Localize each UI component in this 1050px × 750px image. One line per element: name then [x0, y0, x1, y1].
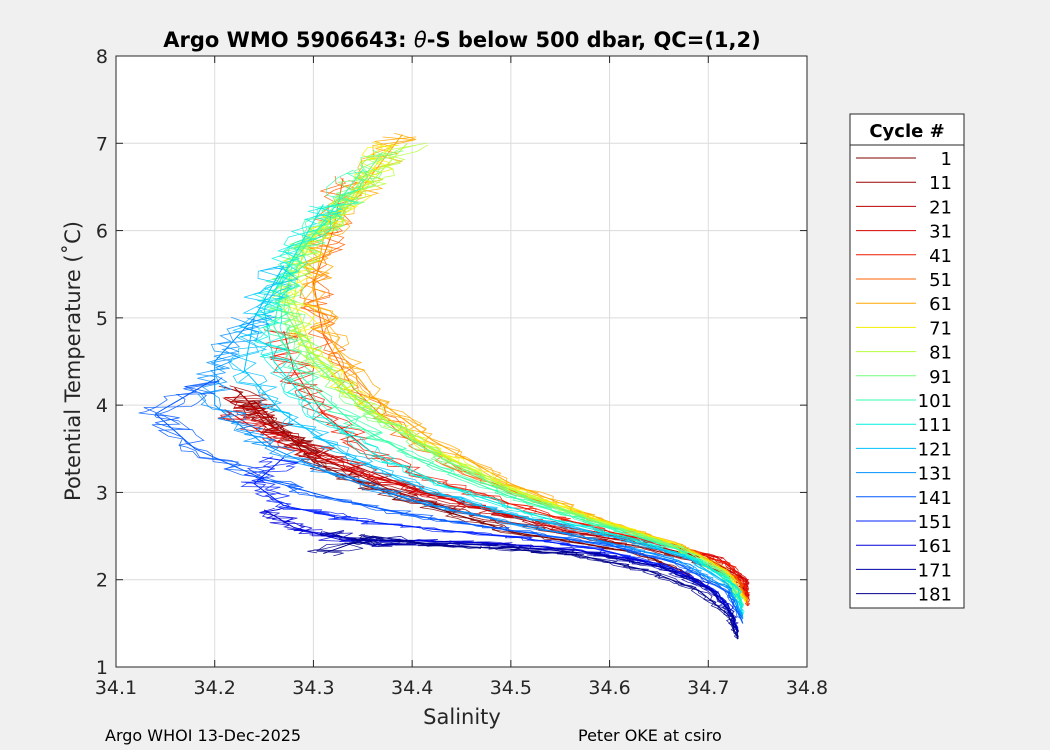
x-tick-label: 34.6	[588, 677, 630, 699]
legend-label: 41	[929, 246, 952, 267]
chart-title: Argo WMO 5906643: θ-S below 500 dbar, QC…	[163, 28, 760, 52]
y-tick-label: 6	[96, 221, 108, 243]
legend-entries: 1112131415161718191101111121131141151161…	[856, 149, 952, 606]
legend-label: 11	[929, 173, 952, 194]
x-tick-label: 34.4	[391, 677, 433, 699]
y-tick-label: 5	[96, 308, 108, 330]
footer-author: Peter OKE at csiro	[578, 726, 722, 745]
series-line-19	[307, 535, 739, 640]
legend-title: Cycle #	[869, 121, 944, 142]
legend-label: 111	[918, 415, 952, 436]
x-tick-label: 34.5	[490, 677, 532, 699]
series-line-18	[319, 529, 739, 637]
legend-label: 81	[929, 343, 952, 364]
legend-label: 131	[918, 464, 952, 485]
y-tick-label: 1	[96, 657, 108, 679]
series-line-13	[232, 266, 744, 617]
legend-label: 61	[929, 294, 952, 315]
y-tick-label: 4	[96, 395, 108, 417]
series-line-16	[241, 456, 739, 628]
x-tick-label: 34.3	[292, 677, 334, 699]
series-line-11	[264, 169, 744, 608]
legend-label: 21	[929, 197, 952, 218]
x-tick-label: 34.2	[194, 677, 236, 699]
legend-label: 91	[929, 367, 952, 388]
x-axis-label: Salinity	[423, 705, 501, 729]
legend-label: 121	[918, 439, 952, 460]
legend-label: 161	[918, 536, 952, 557]
series-line-19	[313, 533, 739, 640]
legend-label: 1	[941, 149, 952, 170]
series-line-14	[196, 317, 744, 620]
series-line-14	[201, 316, 744, 620]
series-line-13	[243, 265, 744, 617]
series-line-18	[319, 530, 739, 637]
series-line-12	[260, 205, 744, 615]
series-line-4	[217, 411, 751, 605]
series-line-15	[154, 380, 744, 624]
y-tick-label: 7	[96, 133, 108, 155]
legend-box	[849, 113, 965, 609]
series-line-5	[263, 329, 751, 606]
series-group	[138, 132, 751, 640]
legend-label: 171	[918, 560, 952, 581]
y-tick-label: 2	[96, 570, 108, 592]
axes-box	[115, 55, 808, 668]
x-tick-label: 34.7	[687, 677, 729, 699]
y-tick-label: 3	[96, 482, 108, 504]
legend-label: 181	[918, 585, 952, 606]
legend-label: 31	[929, 222, 952, 243]
series-line-13	[229, 266, 744, 617]
axis-ticks: 34.1 34.2 34.3 34.4 34.5 34.6 34.7 34.8 1 2 3 4 5 6 7 8	[95, 46, 828, 699]
x-tick-label: 34.8	[786, 677, 828, 699]
legend-label: 71	[929, 318, 952, 339]
legend-label: 141	[918, 488, 952, 509]
series-line-5	[283, 330, 749, 606]
series-line-4	[225, 410, 750, 605]
legend-label: 51	[929, 270, 952, 291]
series-line-15	[138, 381, 744, 624]
legend-label: 151	[918, 512, 952, 533]
footer-source: Argo WHOI 13-Dec-2025	[105, 726, 302, 745]
y-tick-label: 8	[96, 46, 108, 68]
series-line-12	[252, 203, 745, 615]
series-line-1	[238, 401, 709, 589]
y-axis-label: Potential Temperature (˚C)	[61, 221, 85, 501]
legend-label: 101	[918, 391, 952, 412]
x-tick-label: 34.1	[95, 677, 137, 699]
legend: Cycle # 11121314151617181911011111211311…	[849, 113, 965, 609]
series-line-5	[264, 330, 751, 607]
